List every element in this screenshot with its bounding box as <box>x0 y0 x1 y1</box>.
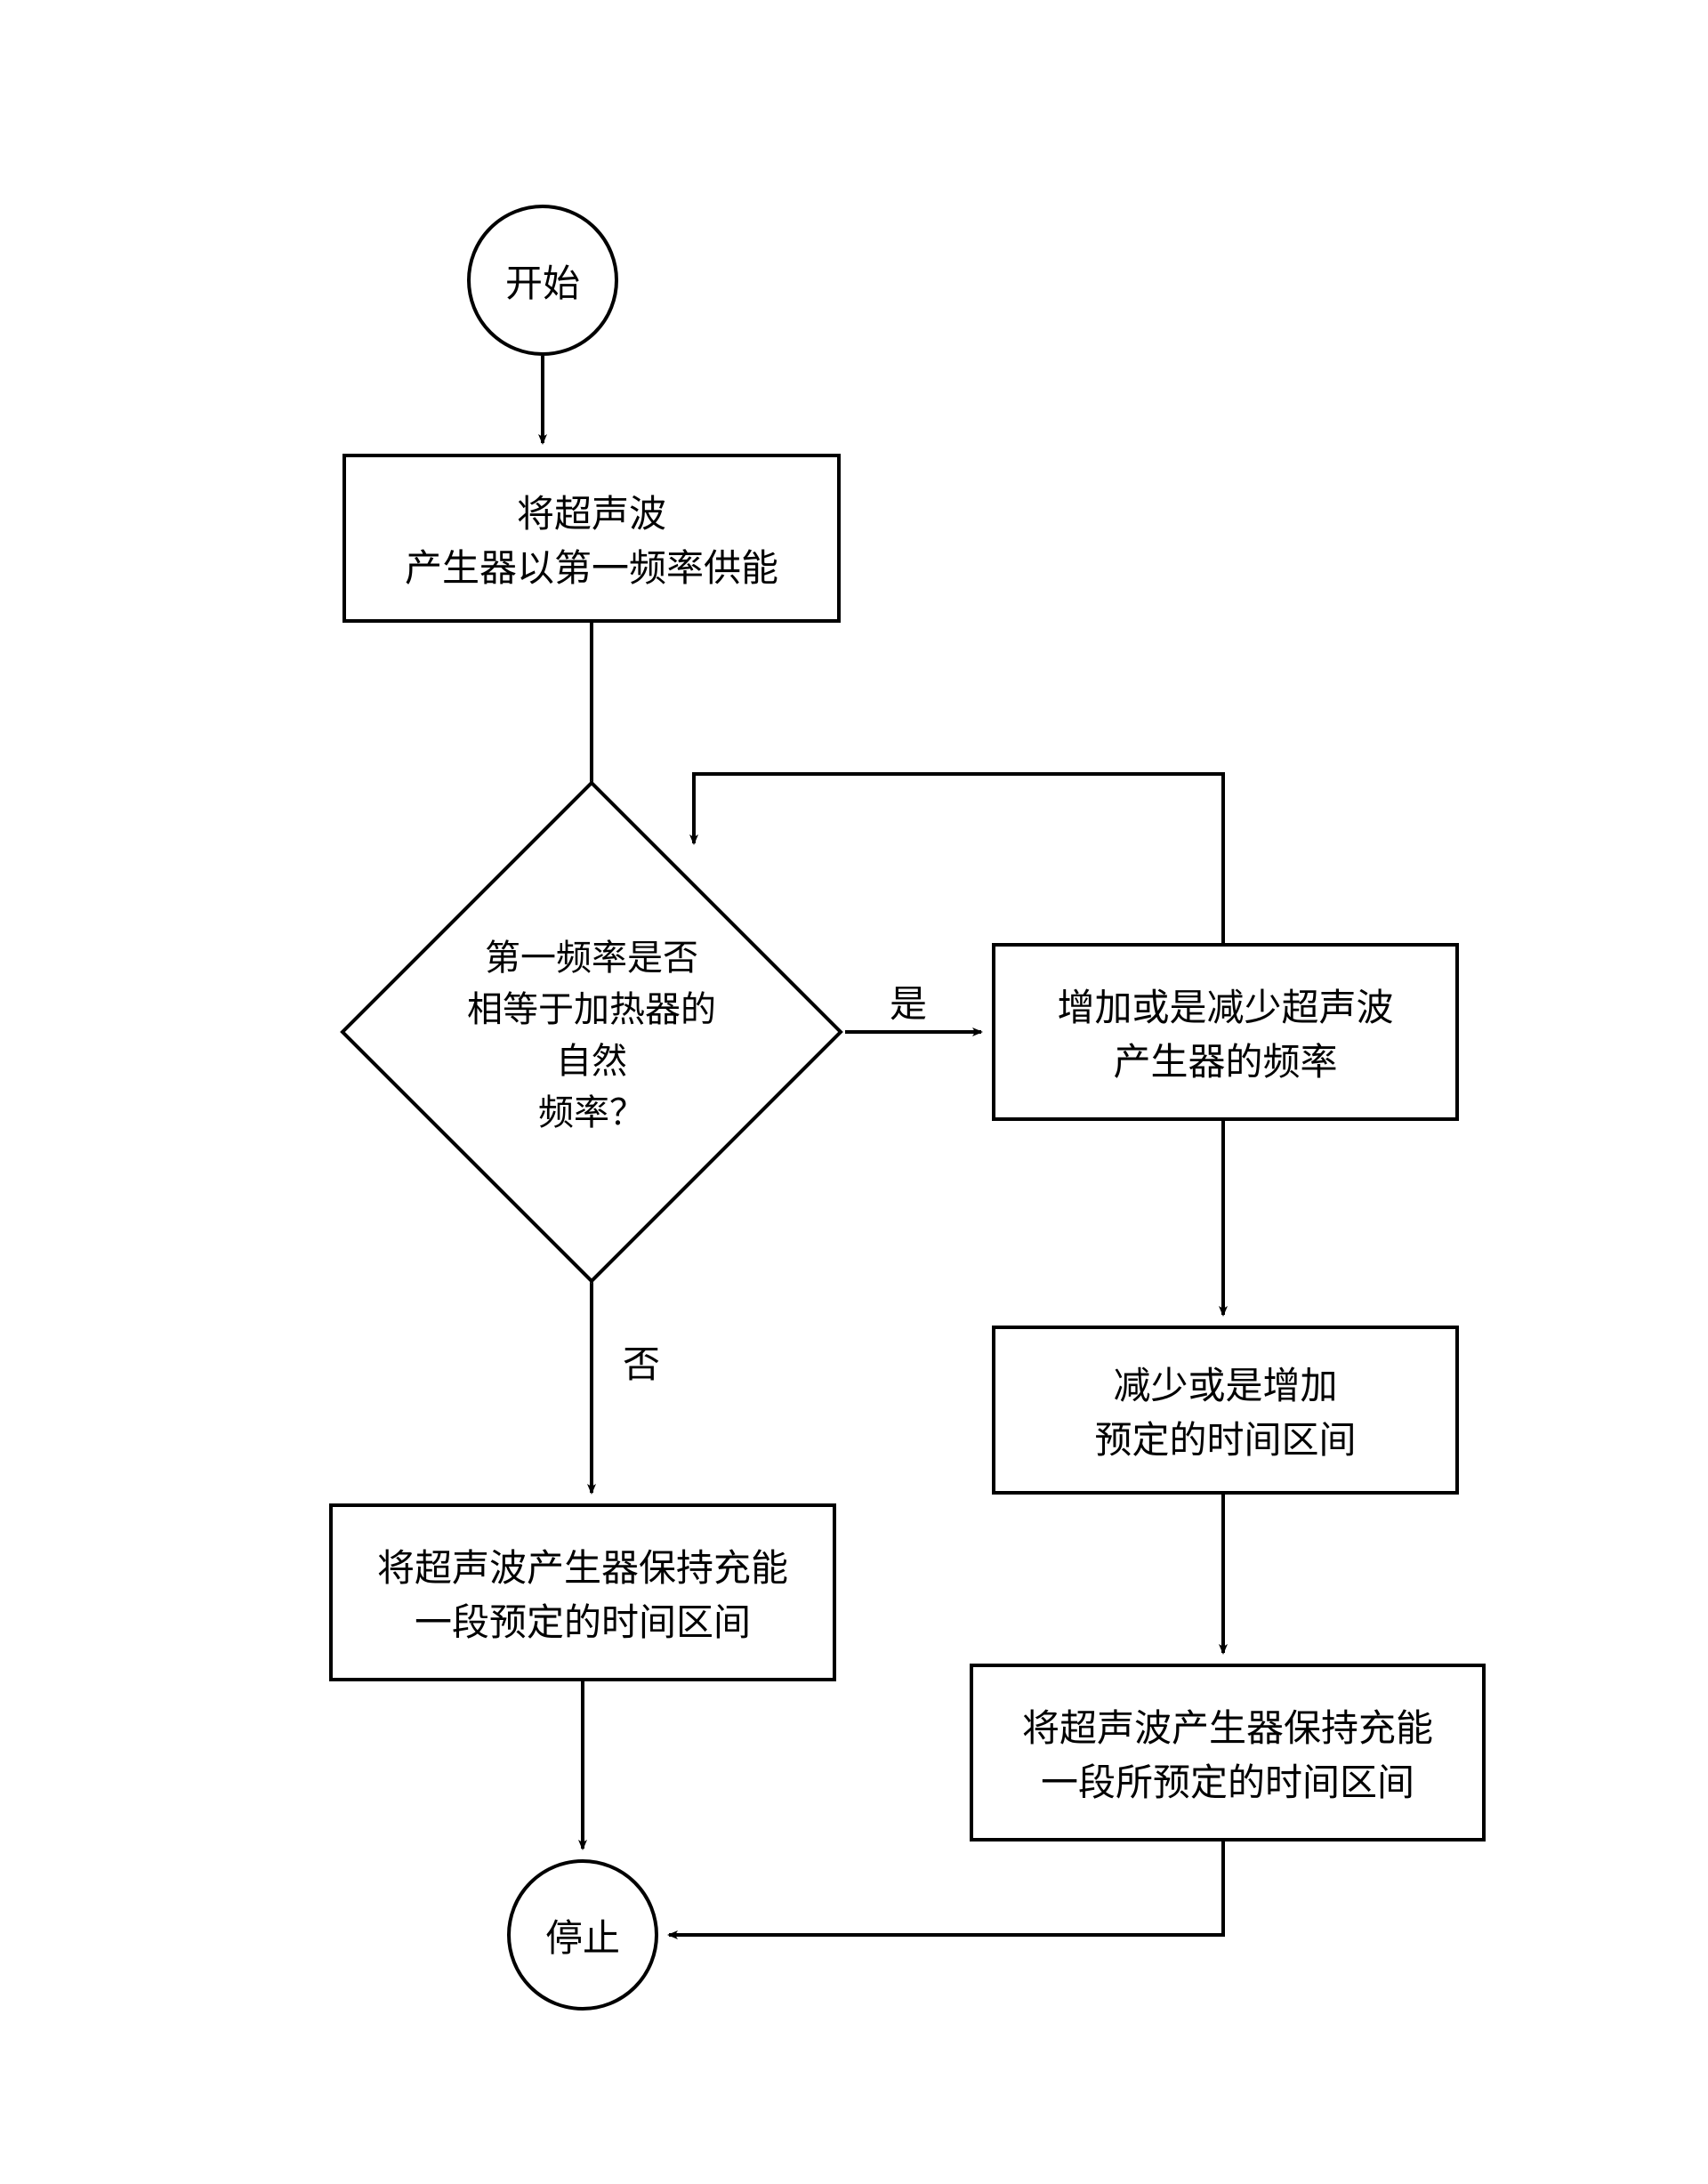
edge-holdright-stop <box>669 1841 1223 1935</box>
node-adjusttime-line1: 减少或是增加 <box>1094 1356 1356 1410</box>
node-check-freq: 第一频率是否 相等于加热器的自然 频率？ <box>414 854 769 1210</box>
node-energize: 将超声波 产生器以第一频率供能 <box>342 454 841 623</box>
node-adjustfreq-line2: 产生器的频率 <box>1057 1032 1393 1086</box>
node-holdleft-line2: 一段预定的时间区间 <box>377 1592 788 1647</box>
node-adjustfreq-line1: 增加或是减少超声波 <box>1057 978 1393 1032</box>
node-stop-label: 停止 <box>545 1908 620 1962</box>
node-stop: 停止 <box>507 1859 658 2011</box>
node-start-label: 开始 <box>505 254 580 308</box>
node-adjust-time: 减少或是增加 预定的时间区间 <box>992 1326 1459 1495</box>
node-adjusttime-line2: 预定的时间区间 <box>1094 1410 1356 1464</box>
node-hold-left: 将超声波产生器保持充能 一段预定的时间区间 <box>329 1503 836 1681</box>
edge-label-no: 否 <box>623 1334 660 1389</box>
edge-label-yes: 是 <box>890 974 927 1028</box>
node-adjust-freq: 增加或是减少超声波 产生器的频率 <box>992 943 1459 1121</box>
flowchart-canvas: 开始 将超声波 产生器以第一频率供能 第一频率是否 相等于加热器的自然 频率？ … <box>0 0 1708 2184</box>
node-hold-right: 将超声波产生器保持充能 一段所预定的时间区间 <box>970 1664 1486 1841</box>
node-check-line1: 第一频率是否 <box>467 929 716 980</box>
node-check-line3: 频率？ <box>467 1084 716 1135</box>
node-check-line2: 相等于加热器的自然 <box>467 980 716 1084</box>
node-holdright-line2: 一段所预定的时间区间 <box>1022 1753 1433 1807</box>
node-energize-line1: 将超声波 <box>405 484 778 538</box>
node-holdleft-line1: 将超声波产生器保持充能 <box>377 1538 788 1592</box>
node-start: 开始 <box>467 205 618 356</box>
node-holdright-line1: 将超声波产生器保持充能 <box>1022 1698 1433 1753</box>
edge-adjust-loop <box>694 774 1223 943</box>
node-energize-line2: 产生器以第一频率供能 <box>405 538 778 592</box>
